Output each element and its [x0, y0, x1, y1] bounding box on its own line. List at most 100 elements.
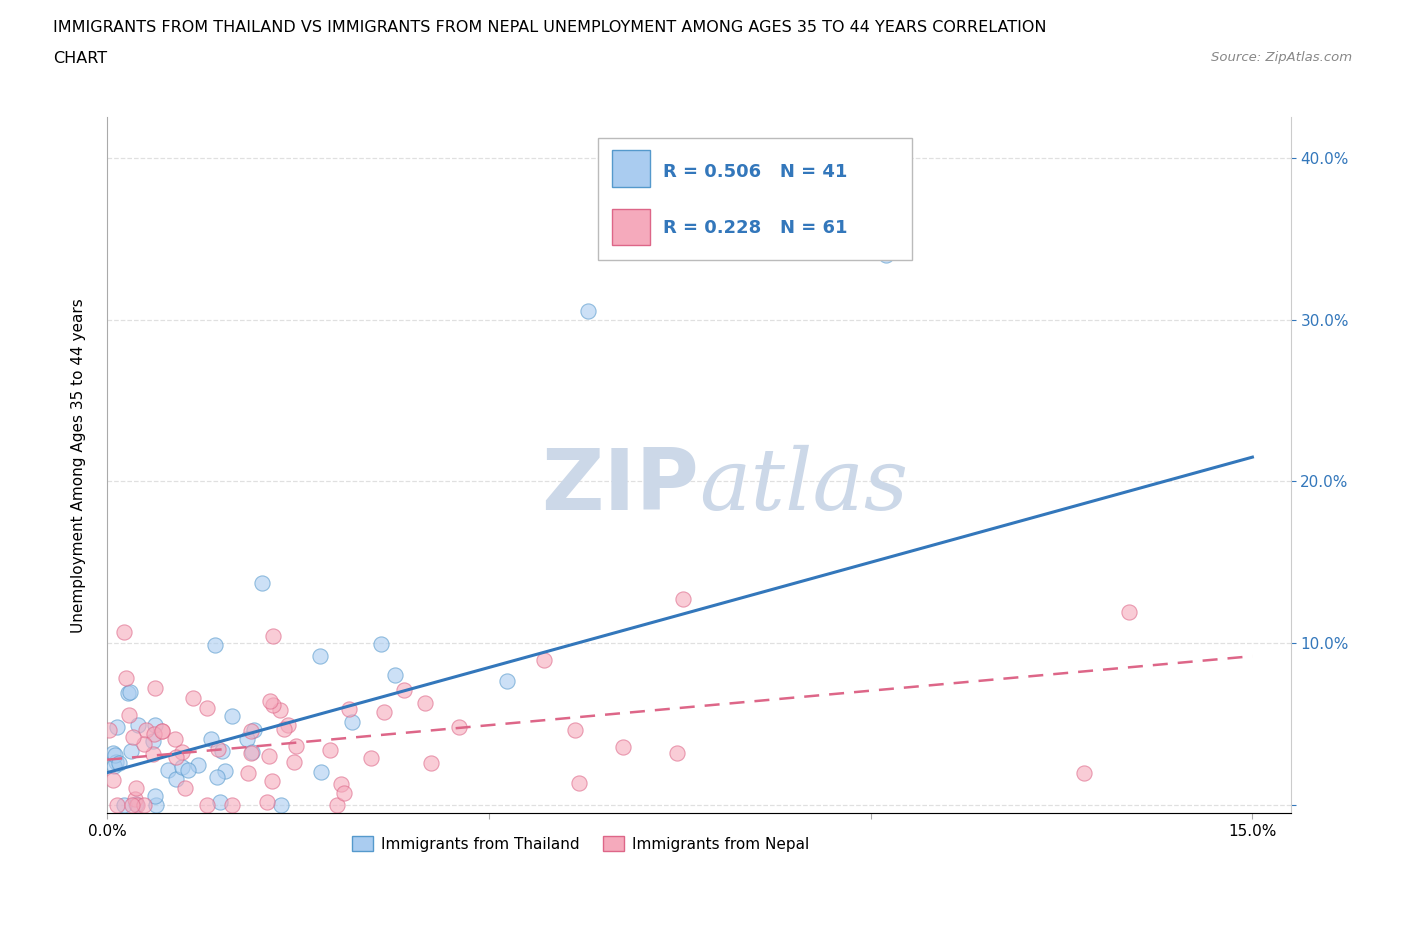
Point — [207, 741, 229, 756]
Point — [339, 702, 361, 717]
Point — [211, 744, 233, 759]
Point — [259, 694, 281, 709]
Point — [177, 763, 200, 777]
Point — [235, 732, 257, 747]
Point — [875, 247, 897, 262]
Point — [1118, 605, 1140, 620]
Point — [127, 718, 149, 733]
Point — [413, 695, 436, 710]
Point — [134, 737, 156, 751]
Point — [326, 798, 349, 813]
Point — [277, 717, 299, 732]
Point — [204, 637, 226, 652]
Point — [118, 684, 141, 699]
Point — [143, 717, 166, 732]
Point — [240, 745, 263, 760]
Point — [165, 771, 187, 786]
Bar — [613, 151, 651, 187]
Point — [181, 690, 204, 705]
Point — [238, 765, 260, 780]
Point — [121, 798, 143, 813]
Point — [243, 722, 266, 737]
Point — [262, 698, 284, 712]
Point — [284, 738, 307, 753]
Point — [125, 796, 148, 811]
Point — [449, 719, 471, 734]
Point — [239, 724, 262, 738]
Point — [114, 671, 136, 686]
Point — [665, 745, 688, 760]
Point — [134, 798, 156, 813]
Point — [165, 750, 187, 764]
Point — [145, 798, 167, 813]
Point — [257, 749, 280, 764]
Point — [97, 723, 120, 737]
Point — [121, 729, 143, 744]
Point — [195, 798, 218, 813]
Point — [273, 722, 295, 737]
Point — [118, 708, 141, 723]
Point — [239, 745, 262, 760]
Point — [533, 652, 555, 667]
Point — [187, 758, 209, 773]
Point — [105, 720, 128, 735]
Point — [105, 798, 128, 813]
Point — [370, 636, 392, 651]
Point — [101, 773, 124, 788]
Point — [269, 702, 291, 717]
Point — [143, 726, 166, 741]
Text: IMMIGRANTS FROM THAILAND VS IMMIGRANTS FROM NEPAL UNEMPLOYMENT AMONG AGES 35 TO : IMMIGRANTS FROM THAILAND VS IMMIGRANTS F… — [53, 20, 1047, 35]
Point — [101, 746, 124, 761]
Point — [104, 754, 127, 769]
Point — [270, 798, 292, 813]
Text: CHART: CHART — [53, 51, 107, 66]
Point — [120, 744, 142, 759]
Text: Source: ZipAtlas.com: Source: ZipAtlas.com — [1212, 51, 1353, 64]
Point — [333, 786, 356, 801]
Point — [214, 764, 236, 778]
Point — [143, 789, 166, 804]
Point — [150, 724, 173, 738]
Point — [373, 705, 395, 720]
Y-axis label: Unemployment Among Ages 35 to 44 years: Unemployment Among Ages 35 to 44 years — [72, 298, 86, 632]
Point — [384, 668, 406, 683]
Text: R = 0.228   N = 61: R = 0.228 N = 61 — [664, 219, 848, 237]
Point — [209, 795, 232, 810]
Point — [195, 700, 218, 715]
Point — [173, 780, 195, 795]
Point — [221, 798, 243, 813]
Point — [262, 629, 284, 644]
Point — [308, 649, 330, 664]
Point — [200, 732, 222, 747]
Point — [135, 723, 157, 737]
Point — [252, 575, 274, 590]
Point — [319, 743, 342, 758]
Point — [170, 744, 193, 759]
FancyBboxPatch shape — [598, 139, 912, 260]
Point — [564, 723, 586, 737]
Point — [329, 777, 352, 791]
Point — [309, 764, 332, 779]
Point — [672, 591, 695, 606]
Point — [567, 776, 589, 790]
Point — [392, 683, 415, 698]
Point — [103, 759, 125, 774]
Point — [142, 734, 165, 749]
Point — [207, 769, 229, 784]
Point — [125, 781, 148, 796]
Point — [108, 756, 131, 771]
Point — [156, 763, 179, 777]
Point — [124, 791, 146, 806]
Text: atlas: atlas — [699, 445, 908, 527]
Legend: Immigrants from Thailand, Immigrants from Nepal: Immigrants from Thailand, Immigrants fro… — [346, 830, 815, 857]
Point — [612, 739, 634, 754]
Point — [420, 755, 443, 770]
Point — [256, 795, 278, 810]
Point — [1073, 765, 1095, 780]
Text: R = 0.506   N = 41: R = 0.506 N = 41 — [664, 163, 848, 180]
Point — [142, 747, 165, 762]
Point — [360, 751, 382, 765]
Text: ZIP: ZIP — [541, 445, 699, 527]
Point — [127, 798, 149, 813]
Point — [150, 724, 173, 739]
